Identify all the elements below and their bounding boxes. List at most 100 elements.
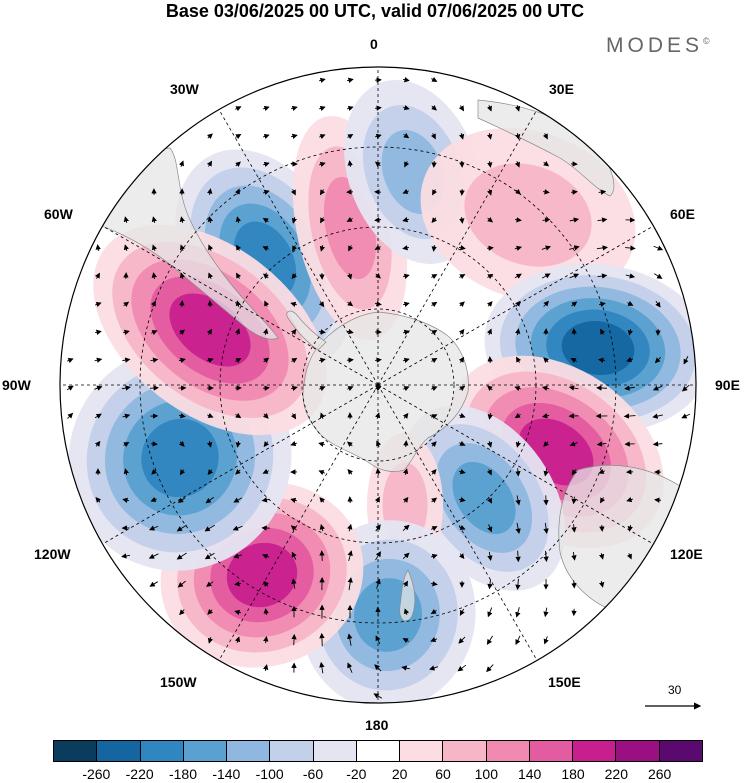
wind-vector bbox=[346, 441, 353, 448]
wind-vector bbox=[597, 217, 608, 223]
wind-vector bbox=[431, 553, 438, 560]
colorbar-tick-label: 60 bbox=[435, 766, 451, 782]
wind-vector bbox=[598, 468, 605, 474]
wind-vector bbox=[654, 357, 661, 364]
wind-vector bbox=[486, 189, 493, 196]
wind-vector bbox=[263, 328, 269, 336]
colorbar bbox=[53, 740, 703, 762]
wind-vector bbox=[179, 469, 186, 476]
wind-vector bbox=[655, 300, 661, 308]
wind-vector bbox=[346, 216, 353, 222]
wind-vector bbox=[347, 386, 354, 392]
wind-vector bbox=[515, 607, 521, 618]
colorbar-tick-label: 180 bbox=[561, 766, 585, 782]
wind-vector bbox=[515, 132, 521, 140]
wind-vector bbox=[571, 552, 577, 561]
wind-vector bbox=[571, 301, 578, 307]
wind-vector bbox=[570, 189, 578, 195]
wind-vector bbox=[486, 440, 493, 448]
graticule bbox=[60, 67, 696, 703]
wind-vector bbox=[346, 273, 353, 280]
lon-label-60w: 60W bbox=[44, 206, 73, 222]
wind-vector bbox=[319, 661, 325, 674]
colorbar-segment bbox=[96, 741, 140, 761]
wind-vector bbox=[401, 665, 410, 671]
wind-vector bbox=[95, 301, 102, 308]
wind-vector bbox=[402, 188, 409, 194]
wind-vector bbox=[543, 357, 549, 363]
meridian-line bbox=[92, 219, 379, 386]
wind-vector bbox=[149, 385, 159, 391]
wind-vector bbox=[263, 357, 270, 364]
wind-vector bbox=[625, 273, 636, 279]
wind-vector bbox=[515, 522, 521, 535]
wind-vector bbox=[652, 413, 663, 419]
wind-vector bbox=[487, 496, 493, 504]
colorbar-segment bbox=[528, 741, 573, 761]
wind-vector bbox=[403, 132, 410, 139]
wind-vectors bbox=[66, 76, 691, 699]
wind-vector bbox=[458, 132, 465, 140]
meridian-line bbox=[92, 384, 379, 551]
wind-vector bbox=[402, 552, 410, 560]
meridian-line bbox=[212, 99, 379, 386]
wind-vector bbox=[514, 104, 521, 112]
wind-vector bbox=[486, 105, 492, 112]
wind-vector bbox=[319, 412, 326, 419]
wind-vector bbox=[235, 216, 241, 224]
colorbar-ticks: -260 -220 -180 -140 -100 -60 -20 20 60 100 140 180 2… bbox=[0, 766, 750, 783]
colorbar-segment bbox=[658, 741, 702, 761]
wind-vector bbox=[569, 217, 580, 223]
wind-vector bbox=[319, 497, 326, 503]
wind-vector bbox=[263, 273, 269, 280]
wind-vector bbox=[291, 357, 298, 364]
latitude-circle-30s bbox=[139, 146, 617, 624]
wind-vector bbox=[402, 77, 410, 83]
wind-vector bbox=[429, 665, 439, 671]
wind-vector bbox=[179, 216, 185, 224]
wind-vector bbox=[626, 553, 632, 560]
wind-vector bbox=[122, 413, 131, 419]
wind-vector bbox=[543, 300, 549, 307]
wind-vector bbox=[403, 440, 409, 448]
wind-vector bbox=[374, 217, 382, 223]
colorbar-segment bbox=[139, 741, 183, 761]
wind-vector bbox=[290, 189, 296, 196]
wind-vector bbox=[430, 637, 438, 643]
wind-vector bbox=[459, 301, 465, 308]
wind-vector bbox=[625, 245, 636, 251]
colorbar-tick-label: 20 bbox=[391, 766, 408, 782]
wind-vector bbox=[626, 357, 634, 363]
wind-vector bbox=[235, 469, 241, 475]
wind-vector bbox=[291, 273, 298, 280]
wind-vector bbox=[263, 441, 270, 448]
wind-vector bbox=[571, 524, 577, 533]
wind-vector bbox=[402, 104, 410, 111]
wind-vector bbox=[234, 636, 241, 643]
wind-vector bbox=[598, 189, 607, 195]
wind-vector bbox=[262, 468, 269, 474]
wind-vector bbox=[457, 664, 467, 672]
wind-vector bbox=[569, 441, 578, 447]
wind-vector bbox=[319, 550, 325, 561]
wind-vector bbox=[292, 245, 298, 252]
colorbar-tick-label: -260 bbox=[82, 766, 111, 782]
wind-vector bbox=[543, 550, 549, 563]
wind-vector bbox=[599, 580, 605, 588]
wind-vector bbox=[543, 160, 550, 167]
wind-vector bbox=[374, 133, 382, 140]
wind-vector bbox=[319, 386, 326, 392]
wind-vector bbox=[543, 441, 549, 447]
wind-vector bbox=[236, 272, 242, 279]
wind-vector bbox=[291, 216, 298, 224]
wind-vector bbox=[235, 106, 242, 112]
wind-vector bbox=[596, 245, 608, 251]
wind-vector bbox=[263, 608, 269, 616]
wind-vector bbox=[596, 441, 607, 447]
antarctic-peninsula-land bbox=[286, 310, 327, 351]
wind-vector bbox=[402, 217, 410, 223]
wind-vector bbox=[234, 581, 242, 587]
wind-vector bbox=[600, 497, 606, 504]
meridian-line bbox=[377, 384, 544, 671]
wind-vector bbox=[66, 358, 74, 364]
